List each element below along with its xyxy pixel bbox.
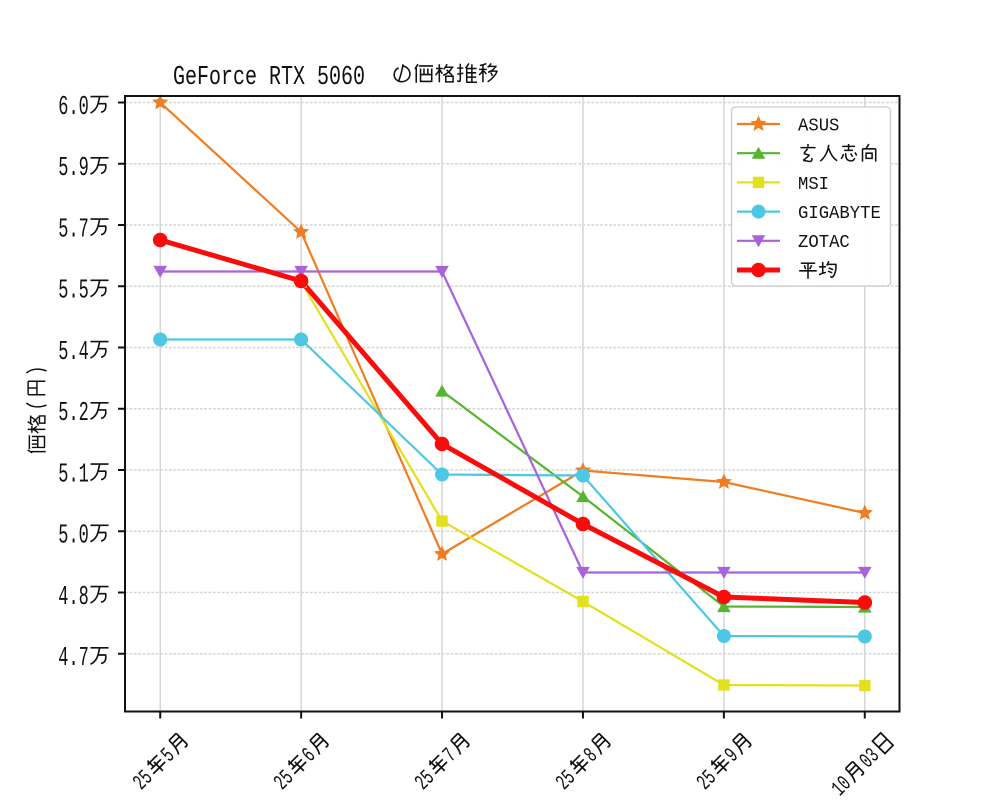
svg-text:5.4: 5.4 [58,338,89,368]
svg-text:4.8: 4.8 [58,583,89,613]
svg-text:5.9: 5.9 [58,154,89,184]
svg-text:ZOTAC: ZOTAC [798,233,850,253]
svg-text:5.7: 5.7 [58,215,89,245]
svg-text:ASUS: ASUS [798,116,839,136]
svg-text:GIGABYTE: GIGABYTE [798,204,881,224]
svg-text:4.7: 4.7 [58,644,89,674]
svg-text:6.0: 6.0 [58,93,89,123]
svg-text:5.5: 5.5 [58,277,89,307]
svg-text:5.1: 5.1 [58,460,89,490]
svg-text:GeForce RTX 5060: GeForce RTX 5060 [173,63,365,93]
svg-text:5.0: 5.0 [58,522,89,552]
svg-text:MSI: MSI [798,175,829,195]
svg-text:5.2: 5.2 [58,399,89,429]
